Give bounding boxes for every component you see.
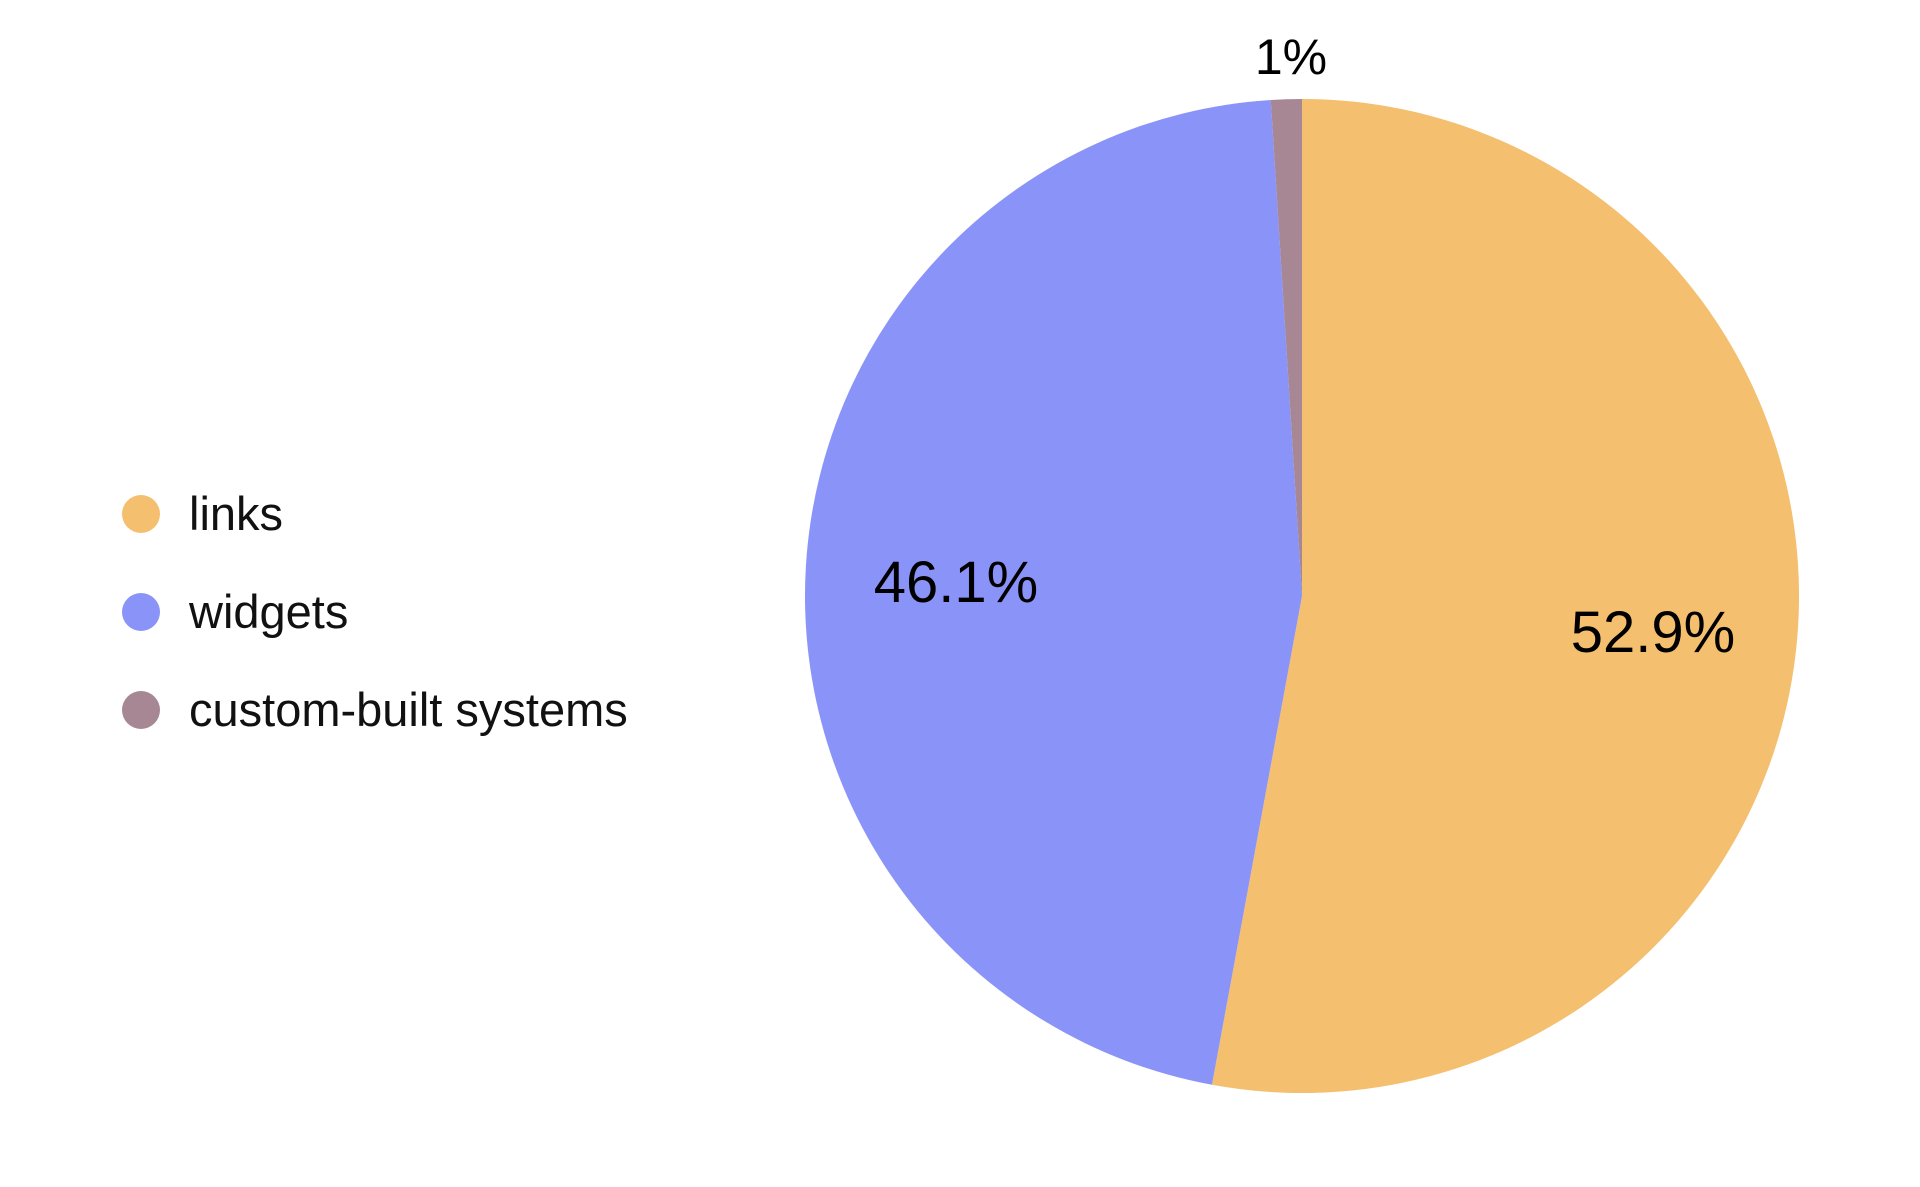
chart-legend: links widgets custom-built systems	[122, 490, 628, 733]
legend-item-widgets[interactable]: widgets	[122, 588, 628, 635]
legend-color-dot-custom-built-systems	[122, 690, 160, 729]
legend-label-links: links	[189, 487, 284, 540]
legend-label-widgets: widgets	[189, 585, 349, 638]
slice-value-label-custom-built-systems: 1%	[1254, 29, 1328, 85]
legend-color-dot-links	[122, 494, 160, 533]
pie-slice-widgets[interactable]	[805, 99, 1302, 1085]
legend-label-custom-built-systems: custom-built systems	[189, 683, 628, 736]
legend-item-custom-built-systems[interactable]: custom-built systems	[122, 686, 628, 733]
pie-slice-custom-built-systems[interactable]	[1270, 99, 1302, 596]
slice-value-label-widgets: 46.1%	[873, 550, 1039, 615]
legend-item-links[interactable]: links	[122, 490, 628, 537]
pie-chart	[805, 99, 1799, 1093]
slice-value-label-links: 52.9%	[1570, 600, 1736, 665]
legend-color-dot-widgets	[122, 592, 160, 631]
pie-slice-links[interactable]	[1211, 99, 1799, 1093]
